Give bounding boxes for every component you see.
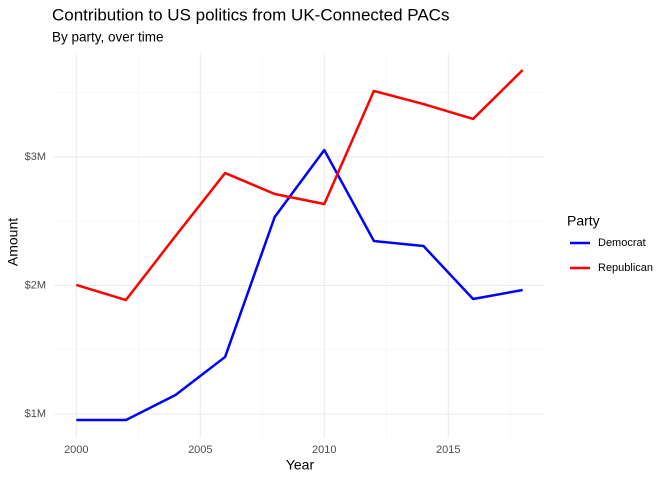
data-line bbox=[76, 148, 523, 422]
x-axis-title: Year bbox=[286, 457, 315, 473]
y-tick-label: $1M bbox=[25, 408, 46, 420]
data-line bbox=[75, 69, 524, 302]
legend-label: Republican bbox=[598, 262, 653, 274]
y-tick-label: $2M bbox=[25, 279, 46, 291]
legend-title: Party bbox=[567, 213, 600, 229]
x-tick-label: 2000 bbox=[64, 444, 88, 456]
y-axis-title: Amount bbox=[5, 218, 21, 266]
legend-label: Democrat bbox=[598, 237, 646, 249]
x-tick-label: 2015 bbox=[436, 444, 460, 456]
y-tick-label: $3M bbox=[25, 151, 46, 163]
chart-title: Contribution to US politics from UK-Conn… bbox=[52, 5, 449, 24]
x-tick-label: 2005 bbox=[188, 444, 212, 456]
chart-subtitle: By party, over time bbox=[52, 30, 164, 45]
x-tick-label: 2010 bbox=[312, 444, 336, 456]
